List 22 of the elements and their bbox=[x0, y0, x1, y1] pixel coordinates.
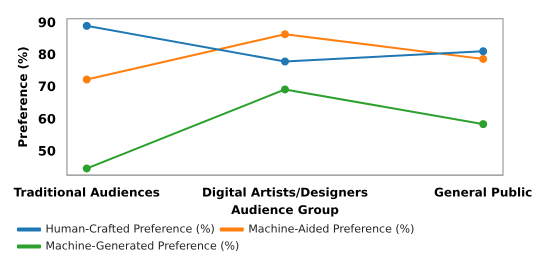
point bbox=[82, 76, 91, 84]
x-axis-title: Audience Group bbox=[231, 202, 340, 217]
point bbox=[280, 30, 289, 38]
point bbox=[280, 58, 289, 66]
y-axis-title: Preference (%) bbox=[16, 46, 30, 148]
y-tick-label: 60 bbox=[38, 112, 56, 128]
point bbox=[479, 54, 488, 63]
point bbox=[479, 120, 488, 128]
point bbox=[82, 22, 91, 30]
y-tick-label: 80 bbox=[38, 48, 56, 64]
legend-label: Human-Crafted Preference (%) bbox=[46, 222, 215, 236]
legend-label: Machine-Aided Preference (%) bbox=[248, 222, 414, 236]
y-tick-label: 70 bbox=[38, 80, 56, 96]
x-tick-label: Traditional Audiences bbox=[14, 186, 160, 200]
point bbox=[82, 164, 91, 172]
point bbox=[280, 85, 289, 94]
x-tick-label: General Public bbox=[434, 186, 532, 200]
y-tick-label: 90 bbox=[38, 16, 56, 31]
legend-label: Machine-Generated Preference (%) bbox=[46, 239, 240, 252]
point bbox=[479, 47, 488, 56]
y-tick-label: 50 bbox=[38, 144, 56, 160]
x-tick-label: Digital Artists/Designers bbox=[202, 186, 368, 200]
